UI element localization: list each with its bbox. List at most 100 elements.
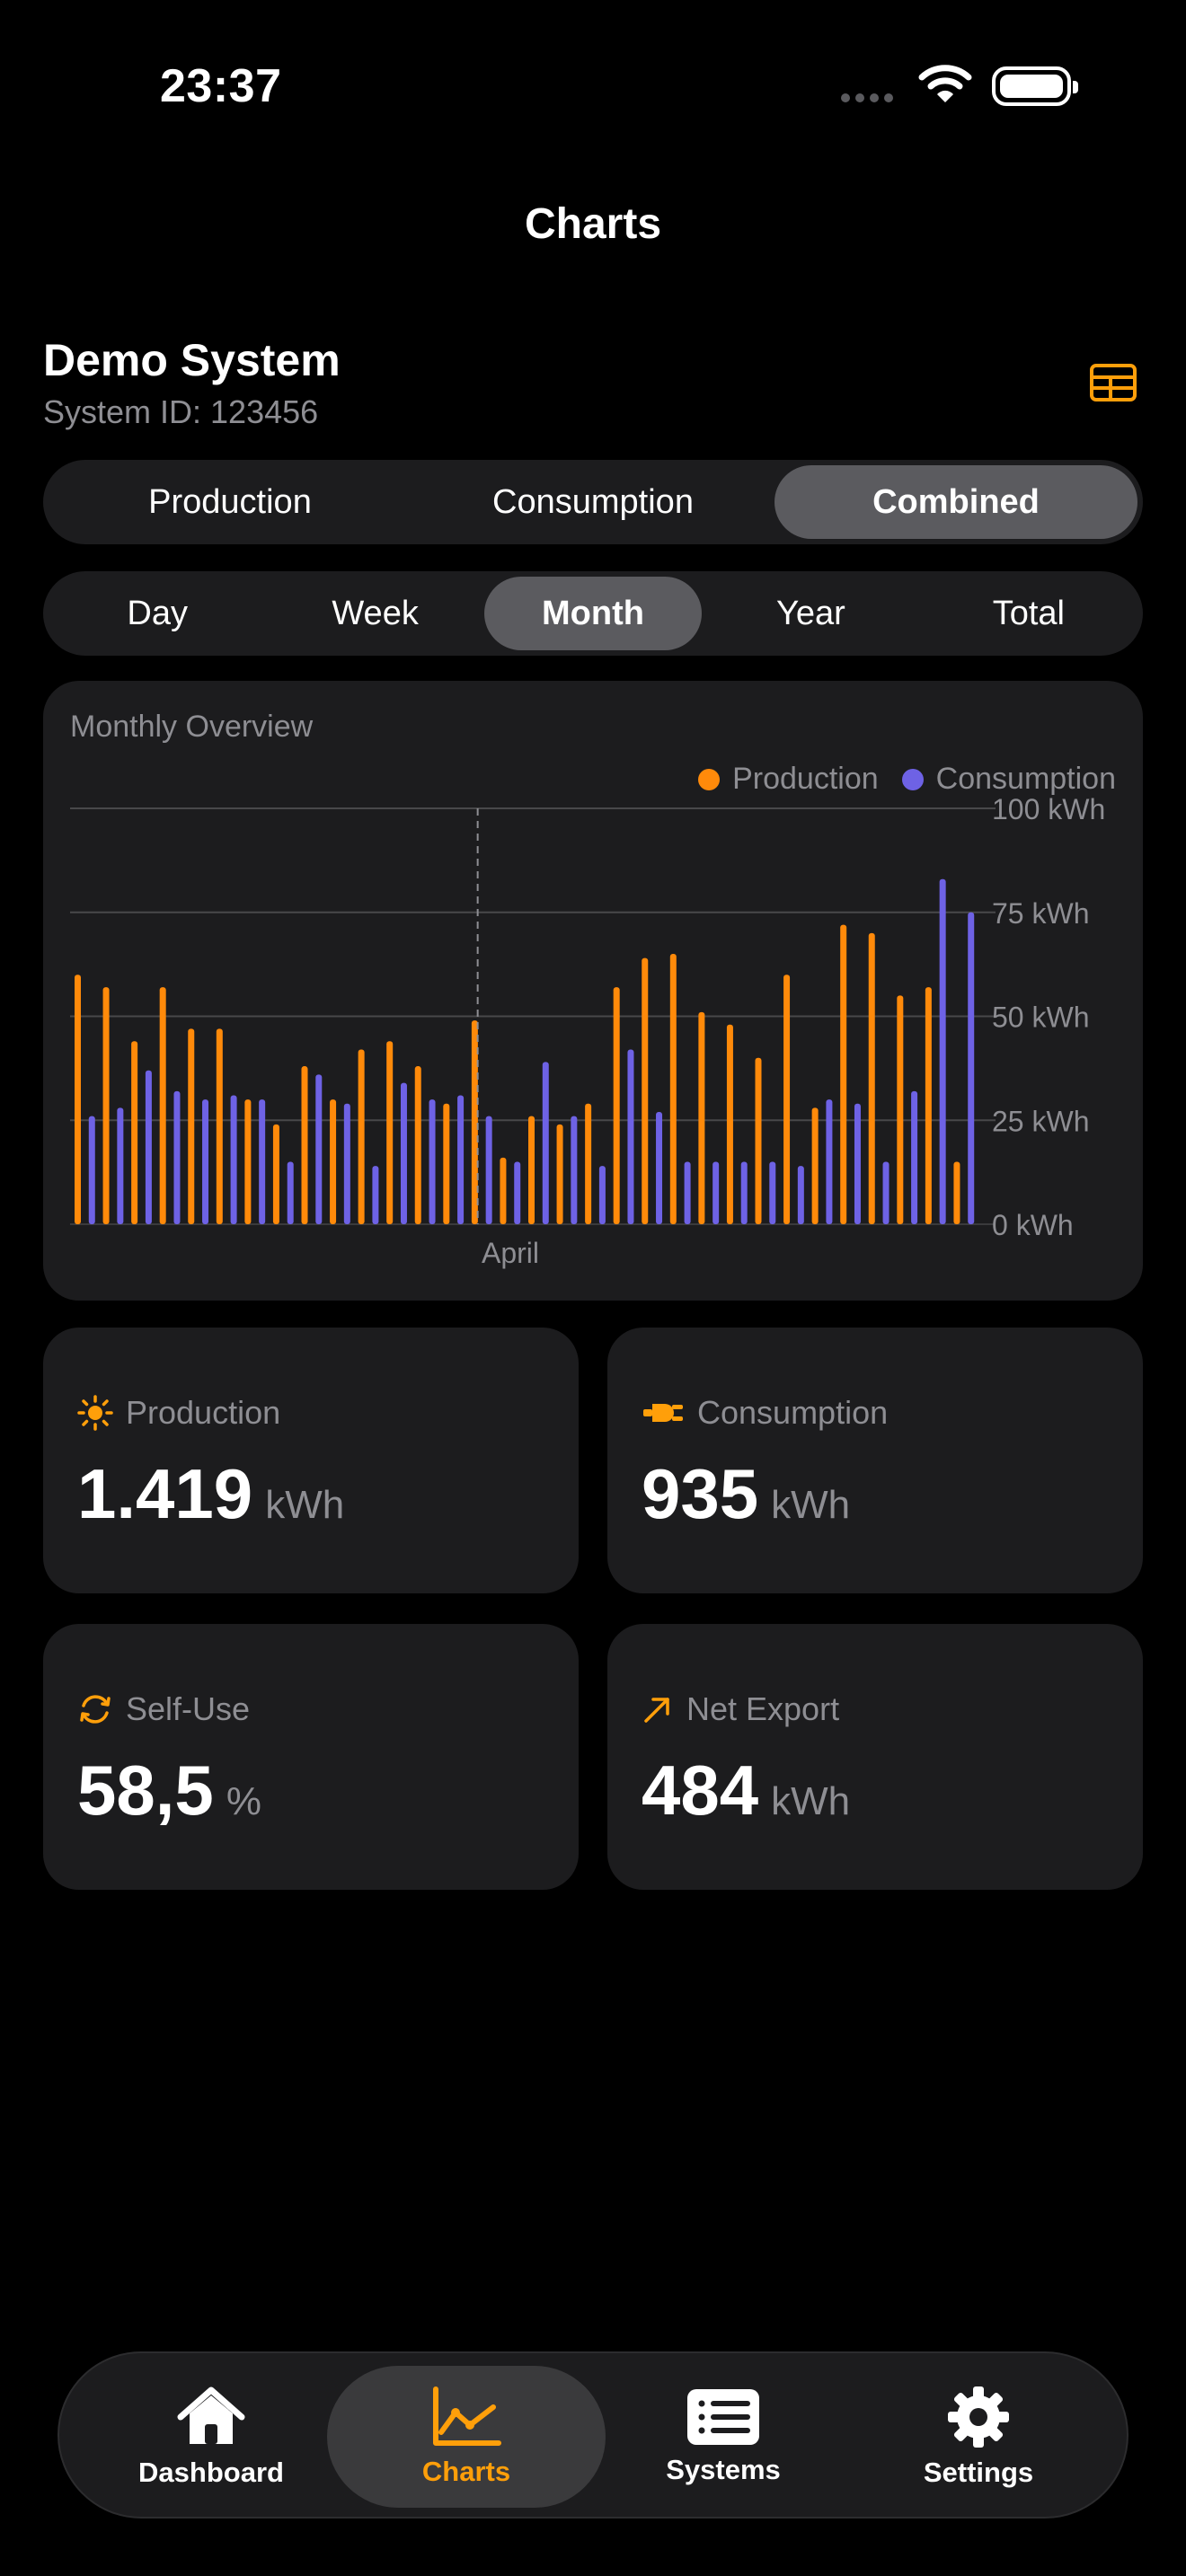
consumption-bar bbox=[939, 878, 946, 1224]
status-time: 23:37 bbox=[160, 60, 282, 112]
segment-total[interactable]: Total bbox=[992, 594, 1065, 632]
table-view-icon[interactable] bbox=[1089, 363, 1137, 407]
self-use-stat-label: Self-Use bbox=[126, 1690, 251, 1727]
legend-production-label: Production bbox=[732, 762, 879, 796]
segment-consumption[interactable]: Consumption bbox=[492, 482, 694, 521]
segment-week[interactable]: Week bbox=[332, 594, 419, 632]
production-bar bbox=[216, 1028, 223, 1224]
production-stat-value: 1.419 bbox=[77, 1454, 253, 1533]
x-axis-label: April bbox=[482, 1237, 539, 1269]
production-bar bbox=[755, 1057, 762, 1224]
net-export-stat-unit: kWh bbox=[771, 1779, 851, 1823]
consumption-bar bbox=[202, 1099, 209, 1224]
bar-chart[interactable]: 0 kWh 25 kWh 50 kWh 75 kWh 100 kWh April bbox=[43, 681, 1143, 1301]
production-bar bbox=[358, 1049, 365, 1224]
production-bar bbox=[500, 1157, 507, 1224]
legend-consumption-label: Consumption bbox=[935, 762, 1116, 796]
tab-dashboard[interactable]: Dashboard bbox=[72, 2366, 350, 2508]
tab-charts[interactable]: Charts bbox=[327, 2366, 606, 2508]
consumption-bar bbox=[797, 1166, 804, 1224]
y-tick-label: 50 kWh bbox=[992, 1001, 1089, 1034]
consumption-stat-value-row: 935 kWh bbox=[642, 1453, 850, 1535]
consumption-stat-card[interactable]: Consumption 935 kWh bbox=[607, 1328, 1143, 1593]
production-bar bbox=[75, 975, 81, 1224]
consumption-bar bbox=[769, 1161, 776, 1224]
production-bar bbox=[414, 1066, 421, 1224]
production-bar bbox=[301, 1066, 308, 1224]
production-stat-label-row: Production bbox=[77, 1394, 280, 1432]
self-use-stat-unit: % bbox=[226, 1779, 261, 1823]
tab-systems[interactable]: Systems bbox=[584, 2366, 863, 2508]
consumption-bar bbox=[315, 1074, 323, 1224]
legend-consumption: Consumption bbox=[901, 762, 1116, 797]
wifi-icon bbox=[918, 63, 972, 109]
production-bar bbox=[925, 987, 932, 1224]
net-export-stat-label-row: Net Export bbox=[642, 1690, 839, 1728]
cycle-arrows-icon bbox=[80, 1695, 111, 1724]
consumption-bar bbox=[854, 1103, 861, 1224]
consumption-bar bbox=[542, 1062, 549, 1224]
tab-systems-label: Systems bbox=[666, 2454, 781, 2485]
legend-consumption-swatch bbox=[901, 768, 924, 790]
production-bar bbox=[613, 987, 620, 1224]
y-tick-label: 100 kWh bbox=[992, 793, 1105, 825]
consumption-bar bbox=[911, 1090, 918, 1224]
consumption-stat-value: 935 bbox=[642, 1454, 759, 1533]
net-export-stat-value-row: 484 kWh bbox=[642, 1750, 850, 1831]
self-use-stat-card[interactable]: Self-Use 58,5 % bbox=[43, 1624, 579, 1890]
y-tick-label: 0 kWh bbox=[992, 1209, 1074, 1241]
house-icon bbox=[177, 2386, 245, 2444]
y-tick-label: 25 kWh bbox=[992, 1105, 1089, 1137]
production-bar bbox=[443, 1103, 450, 1224]
production-bar bbox=[556, 1124, 563, 1224]
consumption-stat-label: Consumption bbox=[697, 1394, 889, 1431]
chart-legend: Production Consumption bbox=[698, 762, 1116, 797]
consumption-bar bbox=[627, 1049, 634, 1224]
consumption-bar bbox=[117, 1107, 124, 1224]
self-use-stat-value-row: 58,5 % bbox=[77, 1750, 261, 1831]
production-stat-card[interactable]: Production 1.419 kWh bbox=[43, 1328, 579, 1593]
consumption-bar bbox=[88, 1116, 95, 1224]
page-title: Charts bbox=[524, 200, 662, 248]
net-export-stat-card[interactable]: Net Export 484 kWh bbox=[607, 1624, 1143, 1890]
net-export-stat-value: 484 bbox=[642, 1751, 759, 1830]
arrow-up-right-icon bbox=[644, 1698, 669, 1723]
system-name: Demo System bbox=[43, 335, 341, 385]
consumption-stat-label-row: Consumption bbox=[642, 1394, 888, 1432]
segment-combined[interactable]: Combined bbox=[774, 465, 1137, 539]
production-bar bbox=[330, 1099, 337, 1224]
production-bar bbox=[811, 1107, 819, 1224]
consumption-bar bbox=[968, 912, 975, 1224]
consumption-bar bbox=[372, 1166, 379, 1224]
consumption-bar bbox=[598, 1166, 606, 1224]
consumption-bar bbox=[882, 1161, 890, 1224]
chart-icon bbox=[433, 2386, 501, 2446]
production-bar bbox=[188, 1028, 195, 1224]
production-bar bbox=[953, 1161, 960, 1224]
production-bar bbox=[131, 1041, 138, 1224]
consumption-bar bbox=[514, 1161, 521, 1224]
production-bar bbox=[471, 1020, 478, 1224]
production-bar bbox=[528, 1116, 535, 1224]
gear-icon bbox=[948, 2386, 1009, 2448]
chart-title: Monthly Overview bbox=[70, 710, 314, 744]
production-stat-unit: kWh bbox=[265, 1483, 345, 1527]
production-bar bbox=[642, 957, 649, 1224]
consumption-bar bbox=[457, 1095, 465, 1224]
consumption-bar bbox=[230, 1095, 237, 1224]
production-bar bbox=[698, 1011, 705, 1224]
production-bar bbox=[272, 1124, 279, 1224]
list-icon bbox=[687, 2389, 759, 2445]
consumption-bar bbox=[684, 1161, 691, 1224]
segment-day[interactable]: Day bbox=[127, 594, 188, 632]
sun-icon bbox=[77, 1395, 113, 1431]
tab-charts-label: Charts bbox=[421, 2456, 511, 2487]
production-bar bbox=[840, 924, 847, 1224]
tab-settings[interactable]: Settings bbox=[839, 2366, 1118, 2508]
production-stat-value-row: 1.419 kWh bbox=[77, 1453, 344, 1535]
self-use-stat-value: 58,5 bbox=[77, 1751, 214, 1830]
segment-month[interactable]: Month bbox=[483, 577, 703, 650]
consumption-bar bbox=[429, 1099, 436, 1224]
segment-year[interactable]: Year bbox=[776, 594, 845, 632]
segment-production[interactable]: Production bbox=[148, 482, 312, 521]
